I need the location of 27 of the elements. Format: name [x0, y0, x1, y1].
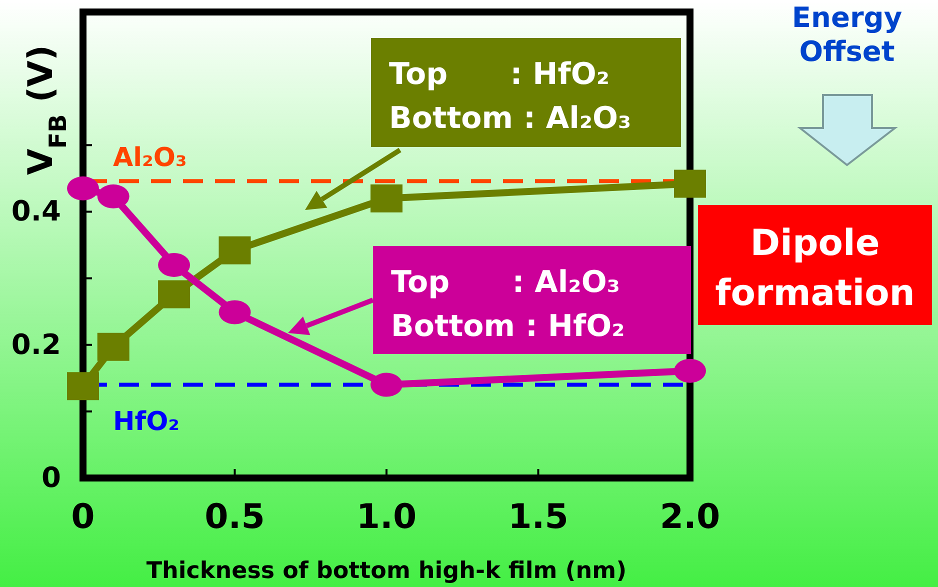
point: [674, 358, 706, 383]
x-axis-title: Thickness of bottom high-k film (nm): [146, 558, 627, 584]
legend-label: Top : Al₂O₃ Bottom : HfO₂: [391, 265, 625, 344]
y-tick-label: 0.2: [11, 328, 61, 361]
point: [158, 252, 190, 277]
point: [97, 184, 130, 208]
point: [370, 372, 402, 397]
point: [218, 300, 251, 324]
text: Energy Offset: [792, 1, 902, 68]
point: [97, 332, 130, 361]
x-tick-label: 0.5: [204, 497, 265, 538]
text: Dipole formation: [715, 223, 915, 314]
y-tick-label: 0: [42, 460, 61, 494]
x-tick-label: 1.5: [508, 497, 568, 538]
x-tick-label: 2.0: [660, 497, 720, 538]
point: [218, 236, 251, 264]
y-tick-label: 0.4: [11, 194, 61, 228]
x-tick-label: 1.0: [356, 497, 417, 538]
point: [67, 176, 99, 200]
x-tick-label: 0: [71, 497, 95, 538]
series-label: Top : HfO₂ Bottom : Al₂O₃: [389, 57, 632, 136]
point: [370, 184, 402, 212]
point: [674, 170, 706, 198]
ref-line-label: HfO₂: [113, 406, 180, 437]
ref-line-label: Al₂O₃: [113, 143, 187, 174]
point: [67, 372, 99, 400]
point: [158, 280, 190, 308]
